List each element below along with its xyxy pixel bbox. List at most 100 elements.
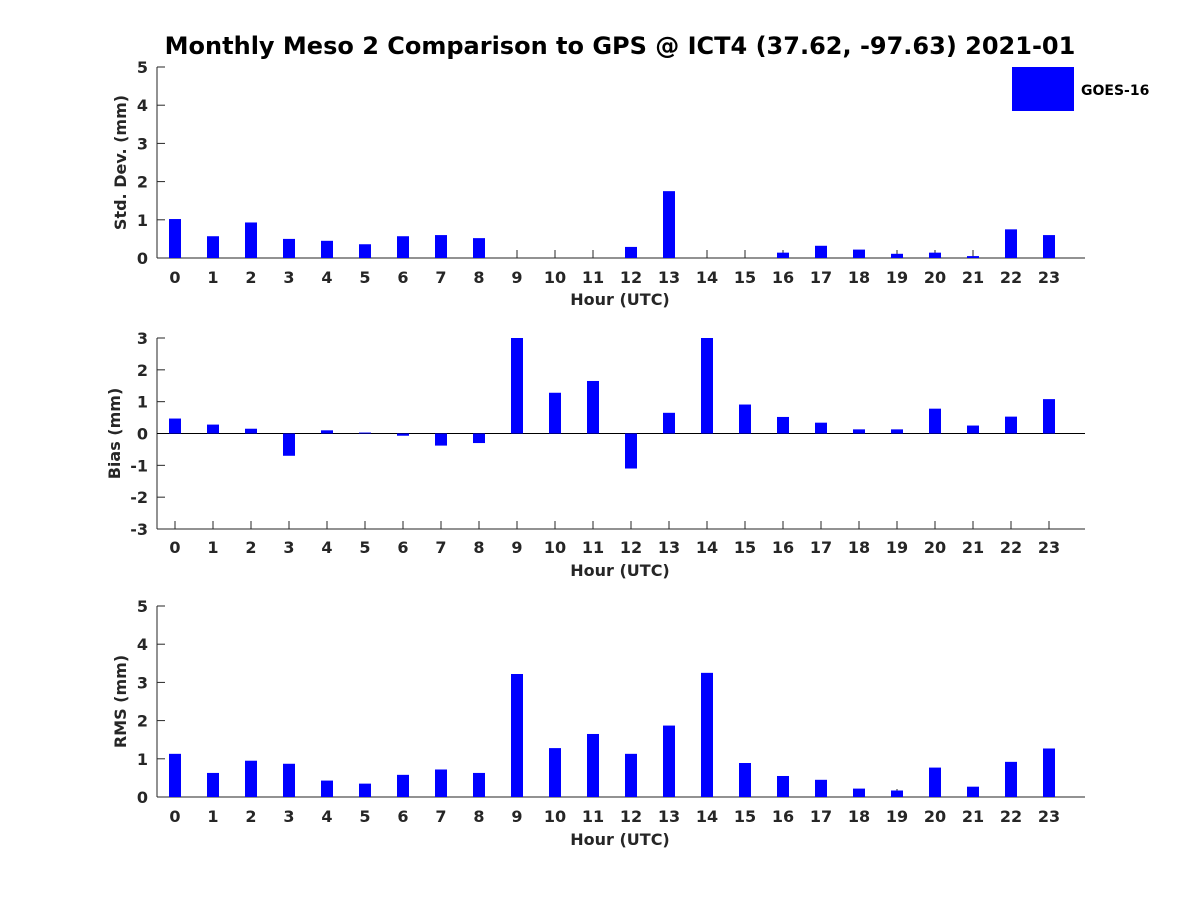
x-tick-label: 20 (924, 538, 946, 557)
bar (701, 338, 713, 434)
x-axis-label: Hour (UTC) (570, 830, 670, 849)
bar (815, 245, 827, 258)
x-tick-label: 9 (511, 538, 522, 557)
x-tick-label: 12 (620, 538, 642, 557)
bar (815, 779, 827, 797)
bar (245, 222, 257, 258)
bar (169, 753, 181, 797)
x-tick-label: 3 (283, 538, 294, 557)
bar (967, 425, 979, 434)
legend: GOES-16 (1012, 67, 1149, 111)
y-tick-label: 0 (137, 788, 148, 807)
x-tick-label: 7 (435, 268, 446, 287)
x-tick-label: 22 (1000, 807, 1022, 826)
x-tick-label: 10 (544, 807, 566, 826)
bar (1005, 229, 1017, 258)
x-tick-label: 17 (810, 268, 832, 287)
x-tick-label: 8 (473, 268, 484, 287)
x-tick-label: 4 (321, 268, 332, 287)
x-tick-label: 4 (321, 807, 332, 826)
bar (397, 774, 409, 797)
x-tick-label: 8 (473, 538, 484, 557)
bar (207, 424, 219, 434)
bar (967, 256, 979, 258)
y-tick-label: 5 (137, 597, 148, 616)
x-axis-label: Hour (UTC) (570, 561, 670, 580)
x-tick-label: 5 (359, 268, 370, 287)
x-tick-label: 13 (658, 807, 680, 826)
legend-swatch-goes-16 (1012, 67, 1074, 111)
y-tick-label: -3 (130, 520, 148, 539)
x-tick-label: 12 (620, 807, 642, 826)
x-tick-label: 22 (1000, 538, 1022, 557)
x-axis-label: Hour (UTC) (570, 290, 670, 309)
x-tick-label: 23 (1038, 538, 1060, 557)
bar (283, 763, 295, 797)
bar (549, 392, 561, 434)
y-tick-label: 1 (137, 211, 148, 230)
bar (245, 760, 257, 797)
bar (929, 252, 941, 258)
x-tick-label: 15 (734, 268, 756, 287)
bar (967, 786, 979, 797)
bar (207, 772, 219, 797)
x-tick-label: 9 (511, 807, 522, 826)
bar (929, 767, 941, 797)
bar (245, 428, 257, 434)
x-tick-label: 1 (207, 538, 218, 557)
bar (891, 429, 903, 434)
y-tick-label: 3 (137, 134, 148, 153)
x-tick-label: 6 (397, 538, 408, 557)
x-tick-label: 16 (772, 807, 794, 826)
bar (739, 763, 751, 797)
bar (473, 433, 485, 444)
x-tick-label: 10 (544, 268, 566, 287)
bar (777, 252, 789, 258)
y-tick-label: 0 (137, 425, 148, 444)
x-tick-label: 12 (620, 268, 642, 287)
bar (587, 733, 599, 797)
y-tick-label: 3 (137, 673, 148, 692)
x-tick-label: 6 (397, 807, 408, 826)
x-tick-label: 0 (169, 538, 180, 557)
x-tick-label: 21 (962, 538, 984, 557)
x-tick-label: 21 (962, 268, 984, 287)
bar (283, 238, 295, 258)
bar (1005, 416, 1017, 434)
x-tick-label: 9 (511, 268, 522, 287)
x-tick-label: 16 (772, 268, 794, 287)
bar (777, 775, 789, 797)
bar (663, 191, 675, 258)
x-tick-label: 17 (810, 538, 832, 557)
x-tick-label: 1 (207, 807, 218, 826)
bar (207, 236, 219, 258)
x-tick-label: 0 (169, 268, 180, 287)
bar (169, 418, 181, 434)
bar (777, 416, 789, 434)
chart-title: Monthly Meso 2 Comparison to GPS @ ICT4 … (165, 32, 1076, 60)
bar (359, 244, 371, 258)
bar (283, 433, 295, 456)
bar (473, 238, 485, 258)
x-tick-label: 11 (582, 807, 604, 826)
x-tick-label: 15 (734, 538, 756, 557)
bar (511, 673, 523, 797)
bar (587, 380, 599, 434)
x-tick-label: 6 (397, 268, 408, 287)
x-tick-label: 18 (848, 538, 870, 557)
bar (473, 772, 485, 797)
x-tick-label: 5 (359, 538, 370, 557)
bar (435, 433, 447, 446)
bar (929, 408, 941, 434)
bar (397, 433, 409, 436)
x-tick-label: 18 (848, 807, 870, 826)
x-tick-label: 7 (435, 538, 446, 557)
y-axis-label: RMS (mm) (111, 655, 130, 748)
y-tick-label: 1 (137, 393, 148, 412)
x-tick-label: 18 (848, 268, 870, 287)
y-tick-label: 2 (137, 712, 148, 731)
x-tick-label: 14 (696, 268, 718, 287)
